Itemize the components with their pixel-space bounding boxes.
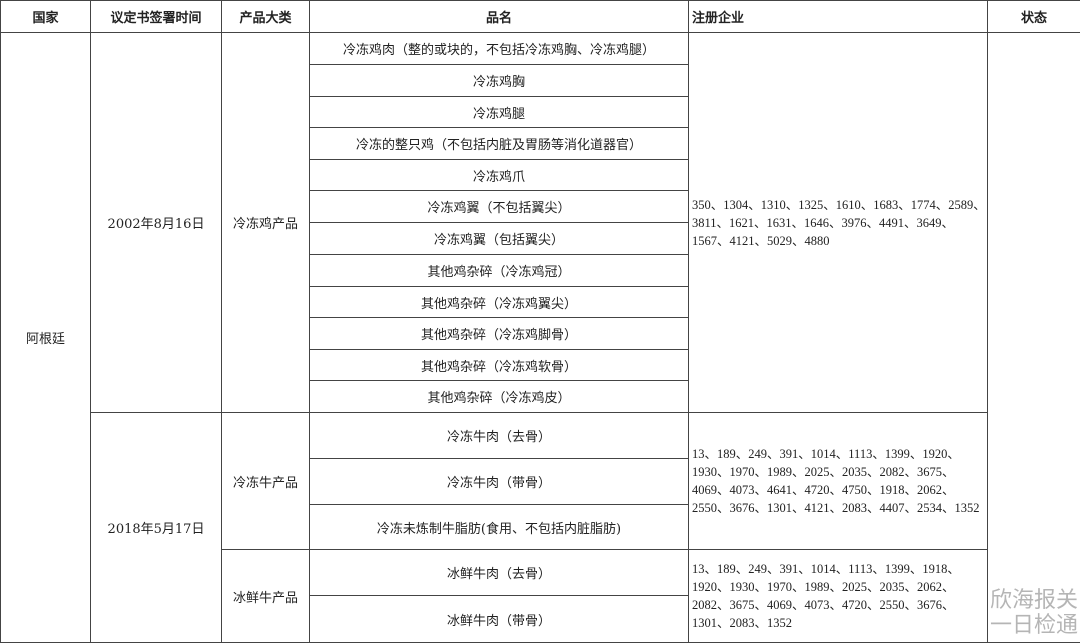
category-cell: 冷冻鸡产品 xyxy=(222,33,310,413)
product-cell: 冷冻的整只鸡（不包括内脏及胃肠等消化道器官） xyxy=(310,128,689,160)
status-cell xyxy=(988,33,1080,643)
product-cell: 其他鸡杂碎（冷冻鸡软骨） xyxy=(310,350,689,381)
product-cell: 其他鸡杂碎（冷冻鸡翼尖） xyxy=(310,287,689,318)
product-cell: 冷冻鸡胸 xyxy=(310,65,689,97)
table-row: 2018年5月17日 冷冻牛产品 冷冻牛肉（去骨） 13、189、249、391… xyxy=(1,413,1080,459)
product-cell: 冷冻鸡肉（整的或块的，不包括冷冻鸡胸、冷冻鸡腿） xyxy=(310,33,689,65)
product-cell: 冰鲜牛肉（去骨） xyxy=(310,550,689,596)
product-cell: 冷冻牛肉（去骨） xyxy=(310,413,689,459)
product-cell: 冷冻牛肉（带骨） xyxy=(310,459,689,505)
table-row: 阿根廷 2002年8月16日 冷冻鸡产品 冷冻鸡肉（整的或块的，不包括冷冻鸡胸、… xyxy=(1,33,1080,65)
product-cell: 冷冻未炼制牛脂肪(食用、不包括内脏脂肪) xyxy=(310,505,689,550)
companies-cell: 350、1304、1310、1325、1610、1683、1774、2589、3… xyxy=(689,33,988,413)
header-category: 产品大类 xyxy=(222,1,310,33)
watermark: 欣海报关一日检通 xyxy=(990,588,1078,638)
country-cell: 阿根廷 xyxy=(1,33,91,643)
companies-cell: 13、189、249、391、1014、1113、1399、1920、1930、… xyxy=(689,413,988,550)
header-country: 国家 xyxy=(1,1,91,33)
product-cell: 冷冻鸡腿 xyxy=(310,97,689,128)
product-cell: 冷冻鸡爪 xyxy=(310,160,689,191)
product-cell: 其他鸡杂碎（冷冻鸡脚骨） xyxy=(310,318,689,350)
header-product: 品名 xyxy=(310,1,689,33)
header-row: 国家 议定书签署时间 产品大类 品名 注册企业 状态 xyxy=(1,1,1080,33)
date-cell: 2018年5月17日 xyxy=(91,413,222,643)
header-status: 状态 xyxy=(988,1,1080,33)
product-cell: 其他鸡杂碎（冷冻鸡皮） xyxy=(310,381,689,413)
product-cell: 其他鸡杂碎（冷冻鸡冠） xyxy=(310,255,689,287)
date-cell: 2002年8月16日 xyxy=(91,33,222,413)
category-cell: 冷冻牛产品 xyxy=(222,413,310,550)
product-cell: 冷冻鸡翼（不包括翼尖） xyxy=(310,191,689,223)
header-date: 议定书签署时间 xyxy=(91,1,222,33)
product-cell: 冰鲜牛肉（带骨） xyxy=(310,596,689,643)
companies-cell: 13、189、249、391、1014、1113、1399、1918、1920、… xyxy=(689,550,988,643)
header-companies: 注册企业 xyxy=(689,1,988,33)
product-cell: 冷冻鸡翼（包括翼尖） xyxy=(310,223,689,255)
category-cell: 冰鲜牛产品 xyxy=(222,550,310,643)
